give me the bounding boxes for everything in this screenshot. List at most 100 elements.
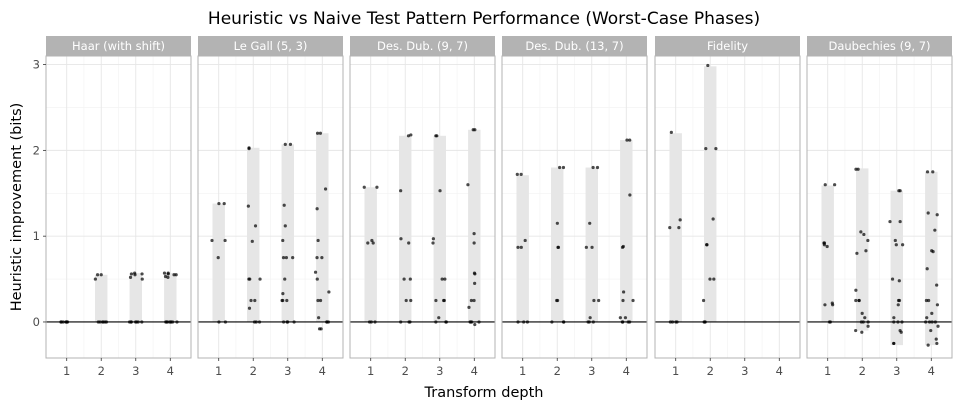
data-point (931, 170, 935, 174)
data-point (595, 165, 600, 170)
data-point (316, 298, 320, 303)
data-point (892, 341, 896, 346)
data-point (320, 256, 324, 260)
data-point (893, 238, 897, 243)
data-point (894, 243, 898, 247)
data-point (859, 320, 863, 324)
data-point (166, 271, 170, 275)
x-tick-label: 3 (284, 364, 291, 378)
data-point (863, 316, 867, 320)
x-tick-label: 2 (554, 364, 561, 378)
data-point (473, 281, 477, 285)
data-point (477, 320, 481, 324)
data-point (935, 341, 939, 346)
data-point (399, 189, 403, 193)
data-point (935, 303, 940, 307)
data-point (854, 288, 858, 292)
data-point (625, 138, 629, 142)
data-point (473, 322, 477, 327)
data-point (561, 165, 566, 170)
range-bar (281, 144, 294, 322)
data-point (443, 277, 447, 281)
data-point (933, 228, 937, 232)
data-point (519, 172, 523, 176)
data-point (99, 273, 103, 277)
data-point (325, 320, 329, 324)
range-bar (129, 273, 142, 322)
x-tick-label: 4 (319, 364, 326, 378)
data-point (408, 277, 412, 281)
x-tick-label: 2 (250, 364, 257, 378)
range-bar (364, 187, 377, 322)
data-point (857, 298, 861, 303)
data-point (898, 219, 902, 224)
data-point (434, 298, 438, 303)
data-point (472, 241, 476, 245)
panel-border (806, 55, 953, 359)
data-point (924, 320, 928, 324)
panel-border (501, 55, 648, 359)
data-point (281, 256, 286, 260)
data-point (823, 303, 827, 307)
data-point (866, 320, 870, 324)
data-point (281, 292, 285, 296)
data-point (362, 185, 366, 189)
data-point (899, 330, 903, 334)
data-point (930, 249, 934, 253)
data-point (621, 290, 626, 294)
panel-border (349, 55, 496, 359)
data-point (597, 298, 601, 303)
data-point (247, 277, 251, 281)
data-point (590, 245, 594, 249)
data-point (317, 327, 322, 331)
data-point (281, 238, 285, 243)
data-point (283, 142, 287, 146)
data-point (927, 298, 931, 303)
data-point (626, 320, 630, 324)
facet-strip (46, 36, 191, 56)
data-point (315, 277, 319, 281)
data-point (925, 170, 930, 174)
x-tick-label: 4 (623, 364, 630, 378)
data-point (924, 298, 929, 303)
data-point (127, 320, 132, 324)
data-point (519, 245, 523, 249)
data-point (561, 320, 566, 324)
data-point (285, 320, 289, 324)
data-point (216, 256, 220, 260)
range-bar (585, 167, 598, 322)
data-point (140, 272, 144, 276)
data-point (668, 320, 672, 324)
data-point (222, 201, 226, 206)
x-tick-label: 1 (215, 364, 222, 378)
data-point (169, 320, 173, 324)
data-point (558, 165, 562, 170)
y-tick-label: 0 (33, 315, 40, 329)
data-point (315, 131, 320, 135)
data-point (316, 238, 320, 243)
data-point (367, 320, 372, 324)
x-tick-label: 2 (402, 364, 409, 378)
data-point (702, 320, 706, 324)
data-point (435, 134, 439, 138)
data-point (555, 221, 559, 225)
data-point (258, 277, 262, 281)
data-point (59, 320, 63, 324)
range-bar (212, 203, 225, 322)
data-point (283, 224, 287, 228)
range-bar (316, 133, 329, 322)
data-point (860, 330, 864, 334)
data-point (628, 193, 632, 197)
data-point (96, 320, 100, 324)
range-bar (516, 175, 529, 322)
facet-strip (198, 36, 343, 56)
y-tick-label: 2 (33, 143, 40, 157)
facet-panel: Le Gall (5, 3) 1 2 3 4 (197, 36, 344, 378)
data-point (706, 63, 710, 68)
facet-strip-label: Des. Dub. (13, 7) (525, 39, 623, 53)
data-point (900, 320, 904, 324)
data-point (472, 271, 477, 275)
data-point (292, 320, 296, 324)
x-tick-label: 1 (519, 364, 526, 378)
